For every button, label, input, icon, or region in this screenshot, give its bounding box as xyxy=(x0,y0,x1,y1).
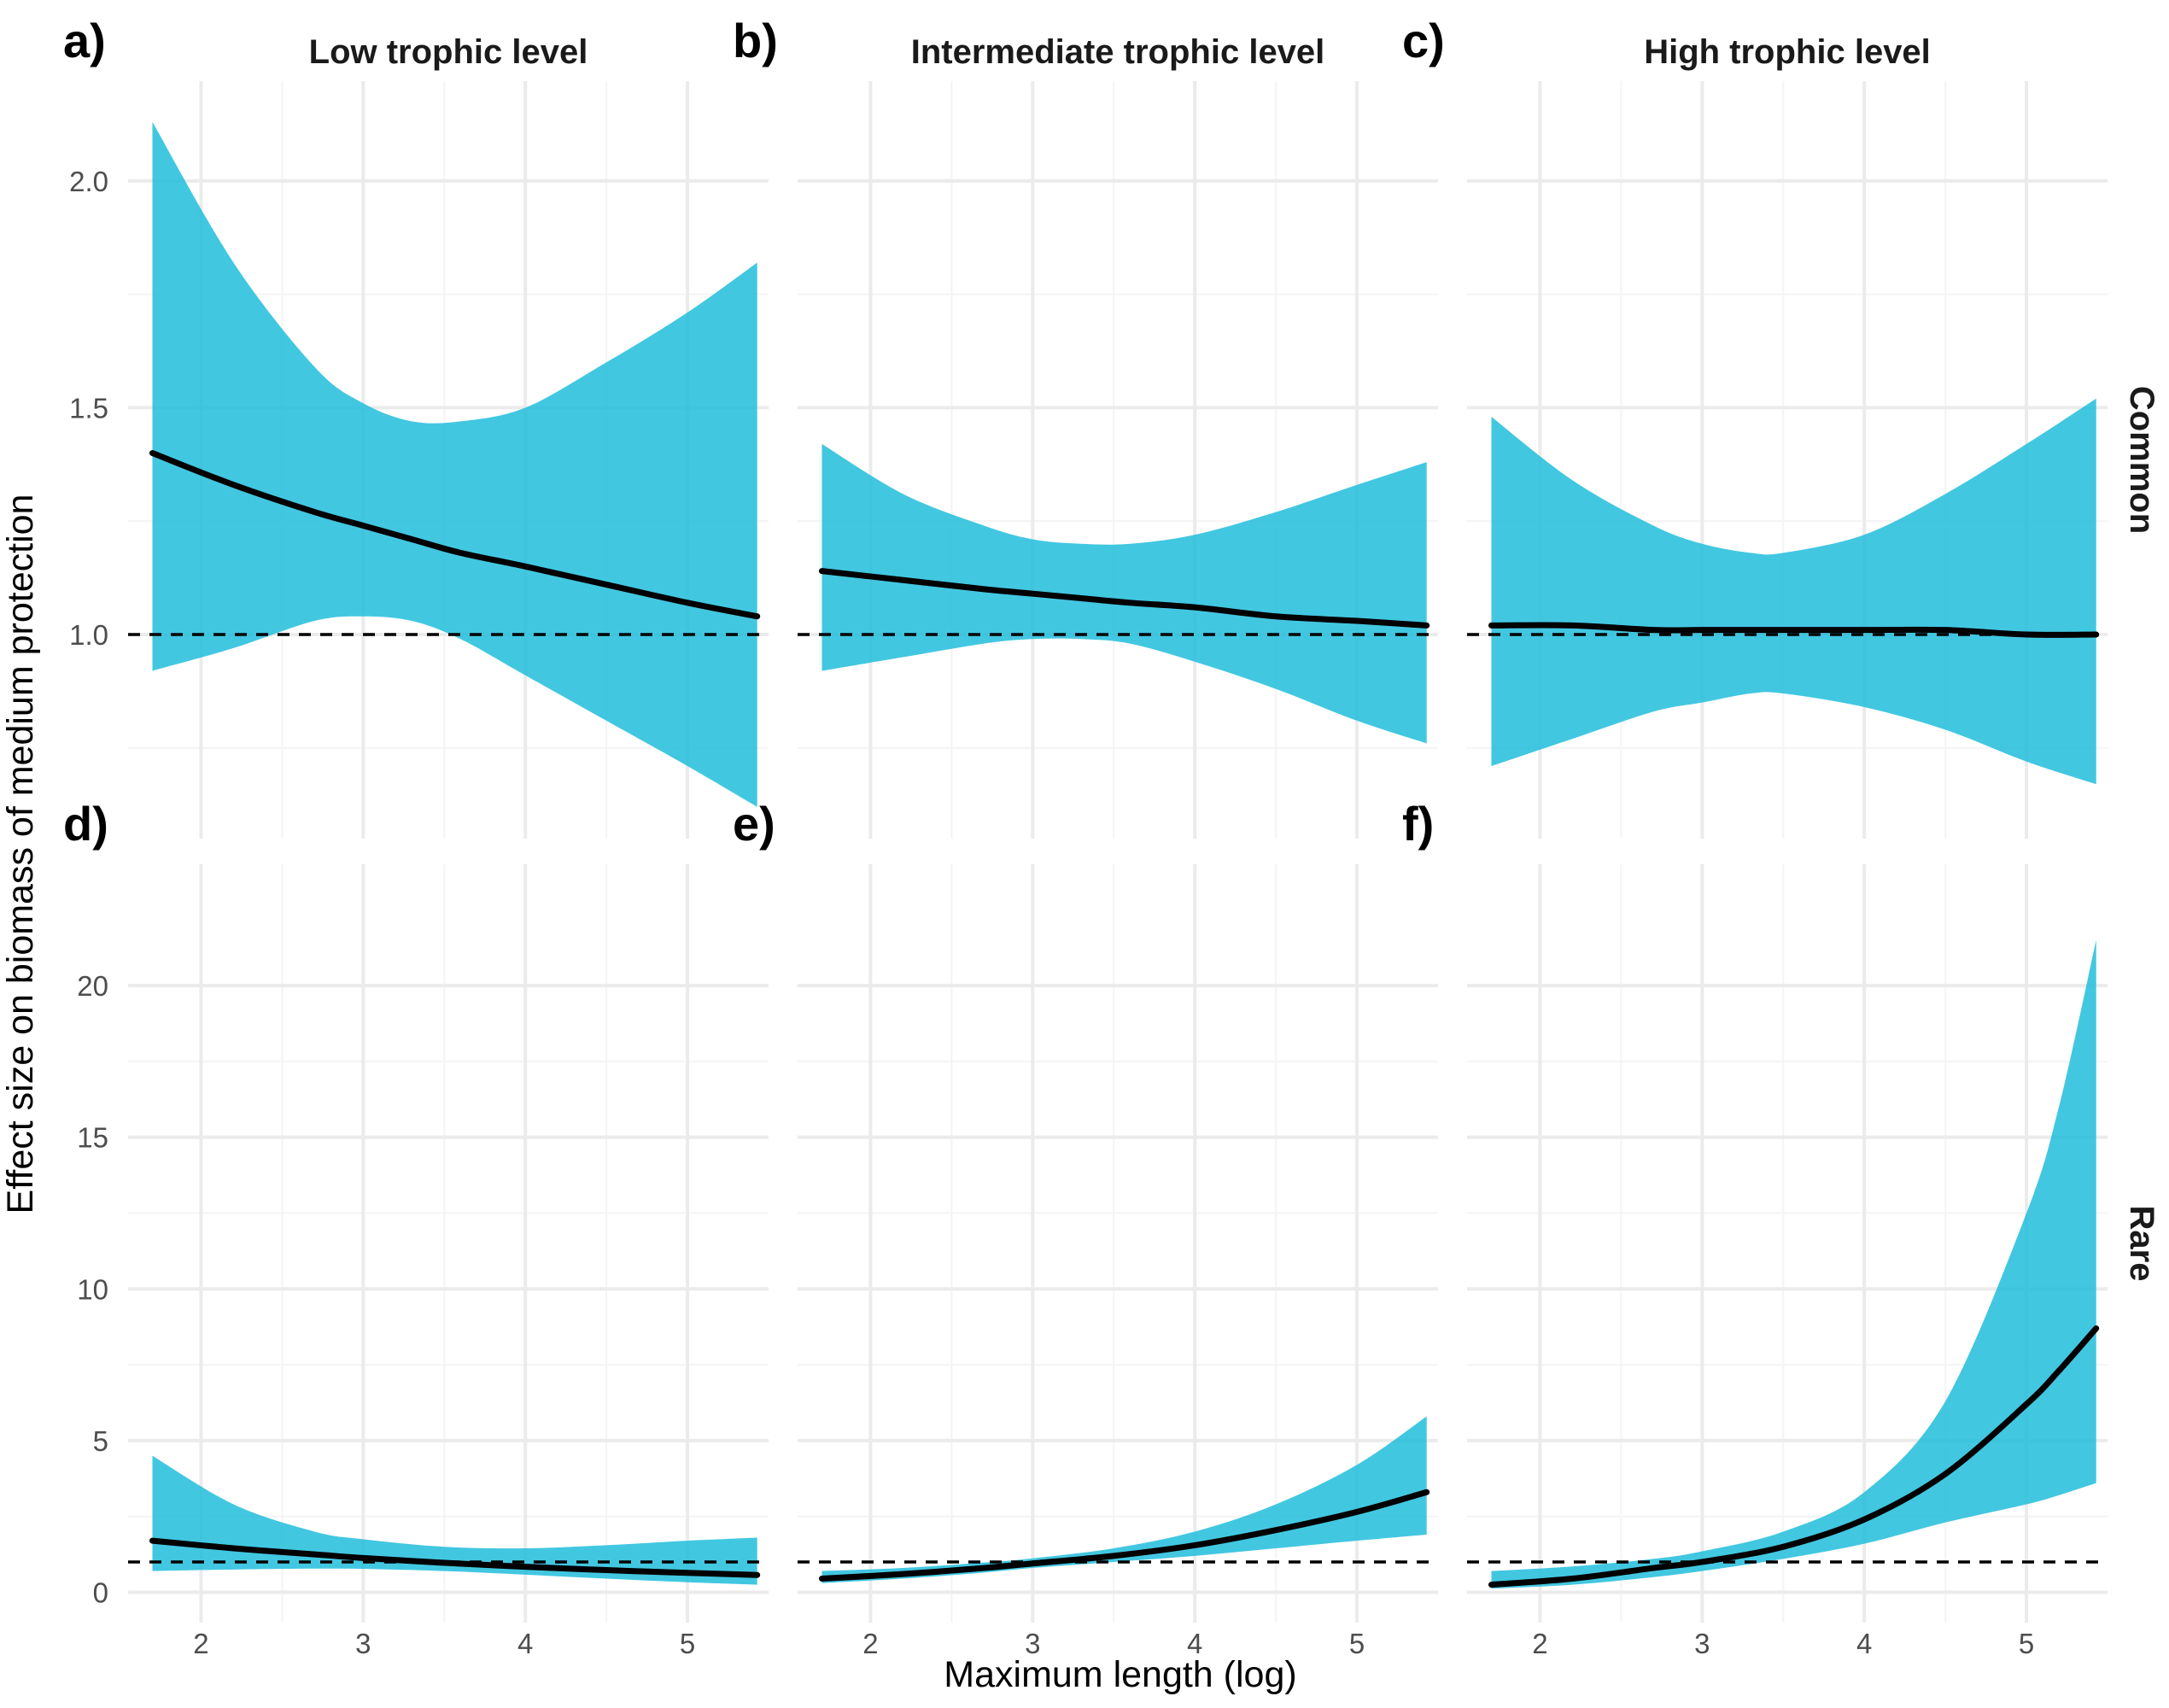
grid-rare-2 xyxy=(798,864,1438,1623)
grid-rare-3 xyxy=(1467,864,2108,1623)
x-tick-label: 4 xyxy=(517,1628,533,1659)
panel-tag: c) xyxy=(1402,14,1445,67)
fit-line xyxy=(818,568,1430,629)
fit-line xyxy=(818,1489,1430,1582)
panel-1 xyxy=(128,121,769,807)
panel-tag: a) xyxy=(63,14,106,67)
confidence-ribbon xyxy=(152,121,757,807)
y-tick-label: 20 xyxy=(77,970,108,1002)
fit-line xyxy=(1488,622,2100,638)
x-tick-label: 4 xyxy=(1187,1628,1202,1659)
confidence-ribbon xyxy=(1491,939,2096,1589)
y-tick-label: 0 xyxy=(93,1576,108,1608)
y-tick-label: 10 xyxy=(77,1273,108,1305)
grid-rare-1 xyxy=(128,864,769,1623)
fit-line xyxy=(149,450,761,620)
y-tick-label: 1.5 xyxy=(69,392,108,424)
strip-intermediate-trophic-level: Intermediate trophic level xyxy=(911,33,1325,71)
y-tick-label: 2.0 xyxy=(69,166,108,197)
x-tick-label: 5 xyxy=(1349,1628,1365,1659)
panel-6 xyxy=(1467,939,2108,1589)
strip-common: Common xyxy=(2123,386,2160,534)
x-tick-label: 3 xyxy=(1025,1628,1040,1659)
confidence-ribbon xyxy=(1491,398,2096,785)
y-tick-label: 1.0 xyxy=(69,619,108,651)
x-tick-label: 3 xyxy=(355,1628,371,1659)
x-tick-label: 5 xyxy=(2019,1628,2034,1659)
labels-layer: a) b) c) d) e) f) Low trophic level Intermediat… xyxy=(63,14,2160,1659)
y-tick-label: 5 xyxy=(93,1425,108,1457)
panel-4 xyxy=(128,1455,769,1585)
x-tick-label: 2 xyxy=(193,1628,208,1659)
panel-3 xyxy=(1467,398,2108,785)
x-tick-label: 5 xyxy=(680,1628,695,1659)
y-tick-label: 15 xyxy=(77,1122,108,1154)
strip-low-trophic-level: Low trophic level xyxy=(309,33,588,71)
x-tick-label: 4 xyxy=(1856,1628,1872,1659)
confidence-ribbon xyxy=(821,1416,1427,1583)
grid-common-2 xyxy=(798,81,1438,839)
x-tick-label: 3 xyxy=(1694,1628,1710,1659)
panel-tag: d) xyxy=(63,797,108,851)
x-axis-title: Maximum length (log) xyxy=(944,1654,1296,1695)
fit-line xyxy=(1488,1325,2100,1588)
panels-layer xyxy=(128,81,2108,1623)
x-tick-label: 2 xyxy=(1532,1628,1547,1659)
panel-tag: e) xyxy=(733,797,775,851)
panel-tag: b) xyxy=(733,14,778,67)
x-tick-label: 2 xyxy=(862,1628,878,1659)
y-axis-title: Effect size on biomass of medium protect… xyxy=(0,494,41,1214)
fit-line xyxy=(149,1537,761,1578)
strip-rare: Rare xyxy=(2123,1206,2160,1282)
confidence-ribbon xyxy=(821,443,1427,744)
panel-5 xyxy=(798,1416,1438,1583)
panel-2 xyxy=(798,443,1438,744)
strip-high-trophic-level: High trophic level xyxy=(1644,33,1931,71)
panel-tag: f) xyxy=(1402,797,1434,851)
